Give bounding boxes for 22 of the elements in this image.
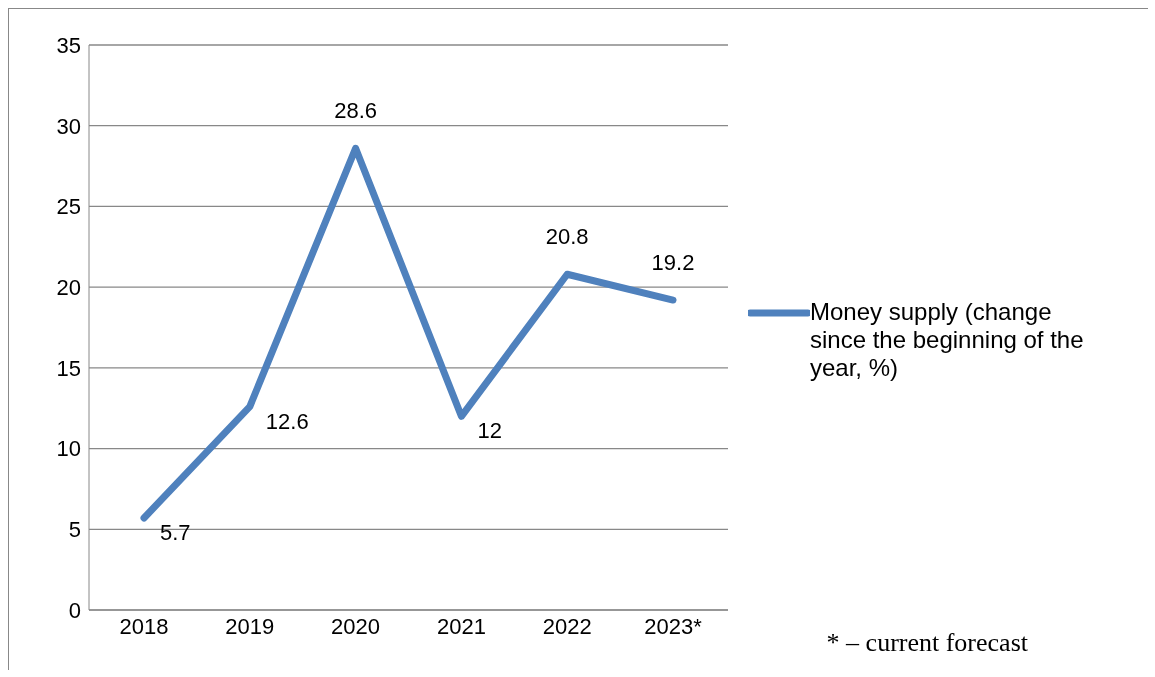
x-tick-label: 2021 [436,613,486,639]
data-label: 28.6 [334,98,378,124]
x-tick-label: 2022 [542,613,592,639]
y-tick-label: 0 [68,597,81,623]
y-tick-label: 10 [56,436,81,462]
x-tick-label: 2018 [119,613,169,639]
x-tick-label: 2023* [644,613,703,639]
legend-label: Money supply (change since the beginning of the year, %) [810,297,1085,382]
data-label: 12.6 [265,408,309,434]
y-tick-label: 30 [56,113,81,139]
y-tick-label: 5 [68,517,81,543]
y-tick-label: 15 [56,355,81,381]
data-label: 5.7 [160,519,191,545]
y-tick-label: 25 [56,194,81,220]
data-label: 12 [477,418,502,444]
text: * – current forecast [826,628,1028,658]
y-tick-label: 35 [56,32,81,58]
x-tick-label: 2020 [331,613,381,639]
y-tick-label: 20 [56,274,81,300]
data-label: 20.8 [545,224,589,250]
data-label: 19.2 [651,250,695,276]
x-tick-label: 2019 [225,613,275,639]
